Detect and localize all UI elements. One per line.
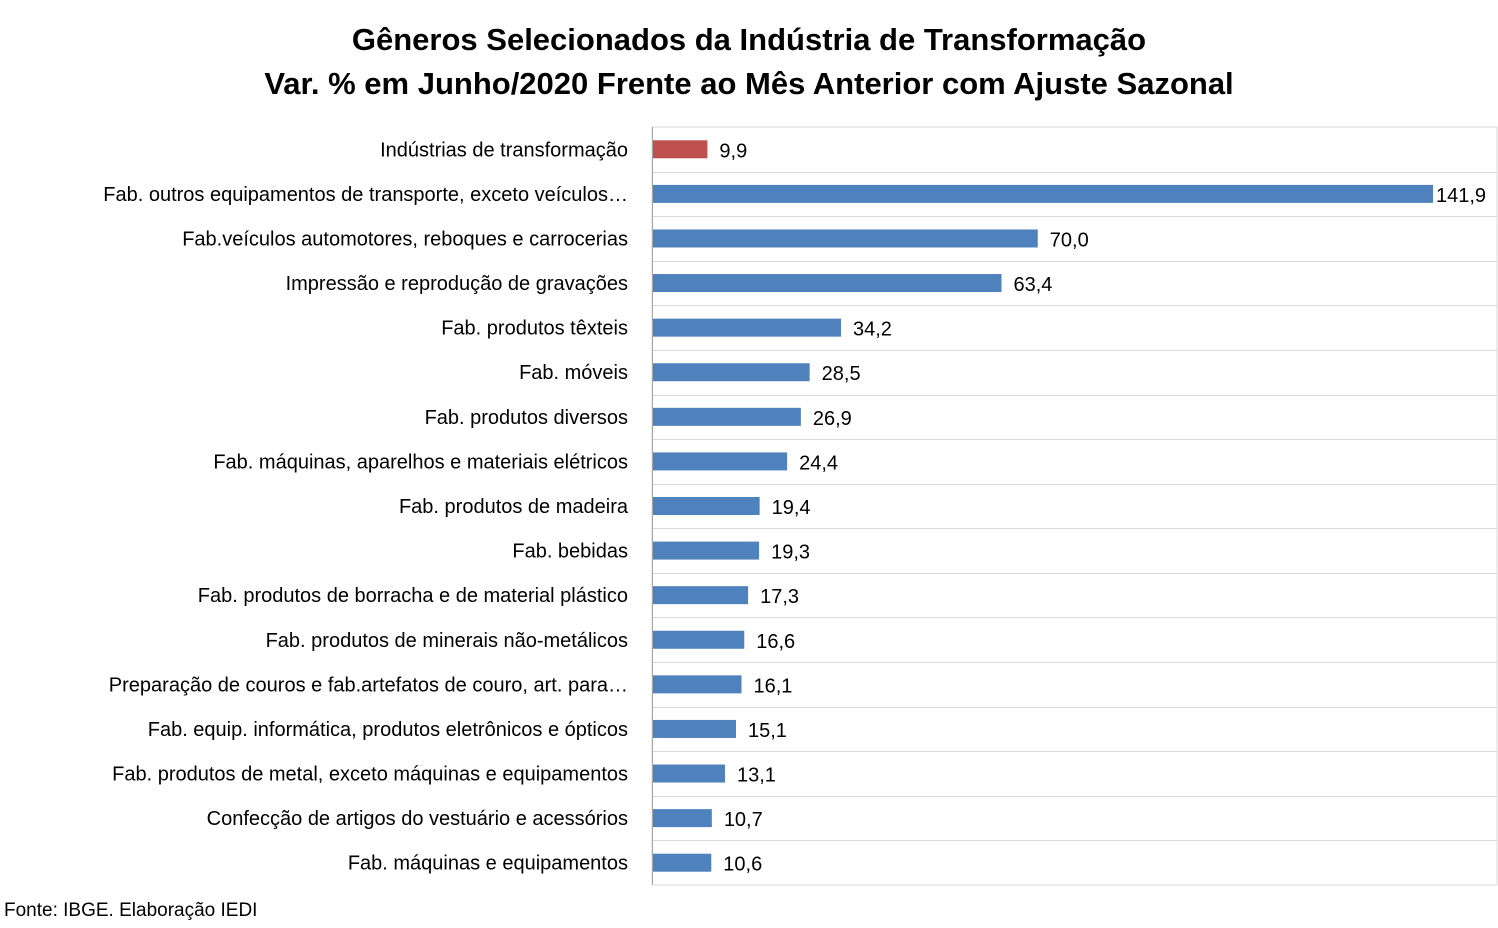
category-label: Fab.veículos automotores, reboques e car…	[182, 228, 628, 250]
data-label: 9,9	[719, 140, 747, 162]
data-label: 16,1	[753, 675, 792, 697]
data-label: 28,5	[822, 363, 861, 385]
category-label: Fab. produtos têxteis	[441, 318, 628, 340]
bar	[653, 586, 749, 605]
data-label: 13,1	[737, 765, 776, 787]
chart-title-line1: Gêneros Selecionados da Indústria de Tra…	[351, 22, 1147, 57]
category-label: Fab. máquinas e equipamentos	[348, 853, 628, 875]
category-label: Fab. equip. informática, produtos eletrô…	[148, 719, 628, 741]
category-label: Indústrias de transformação	[380, 139, 628, 161]
data-label: 63,4	[1013, 274, 1052, 296]
category-label: Fab. produtos de madeira	[399, 496, 629, 518]
data-label: 16,6	[756, 631, 795, 653]
data-label: 19,3	[771, 542, 810, 564]
category-label: Fab. outros equipamentos de transporte, …	[103, 184, 628, 206]
data-label: 34,2	[853, 319, 892, 341]
bar	[653, 274, 1002, 293]
bar	[653, 140, 708, 159]
source-note: Fonte: IBGE. Elaboração IEDI	[4, 900, 258, 921]
bar	[653, 407, 801, 426]
category-label: Fab. móveis	[519, 362, 628, 384]
bar	[653, 764, 726, 783]
category-label: Fab. produtos de borracha e de material …	[198, 585, 628, 607]
bar	[653, 809, 712, 828]
bar	[653, 630, 745, 649]
bar	[653, 541, 760, 560]
data-label: 19,4	[772, 497, 811, 519]
bar-chart: Indústrias de transformação 9,9 Fab. outro…	[103, 126, 1498, 886]
data-label: 70,0	[1050, 229, 1089, 251]
data-label: 17,3	[760, 586, 799, 608]
category-label: Confecção de artigos do vestuário e aces…	[207, 808, 628, 830]
category-label: Impressão e reprodução de gravações	[286, 273, 628, 295]
data-label: 141,9	[1436, 185, 1486, 207]
bar	[653, 497, 760, 515]
data-label: 15,1	[748, 720, 787, 742]
chart-title-line2: Var. % em Junho/2020 Frente ao Mês Anter…	[264, 66, 1234, 101]
bar	[653, 184, 1433, 203]
data-label: 10,6	[723, 854, 762, 876]
bar	[653, 229, 1038, 248]
bar	[653, 675, 742, 694]
category-label: Fab. produtos de minerais não-metálicos	[266, 630, 628, 652]
category-label: Fab. bebidas	[512, 541, 628, 563]
data-label: 10,7	[724, 809, 763, 831]
bar	[653, 363, 810, 382]
category-label: Fab. produtos diversos	[425, 407, 628, 429]
category-label: Fab. máquinas, aparelhos e materiais elé…	[213, 451, 628, 473]
chart-title: Gêneros Selecionados da Indústria de Tra…	[0, 18, 1498, 106]
bar	[653, 452, 788, 471]
data-label: 24,4	[799, 452, 838, 474]
category-label: Preparação de couros e fab.artefatos de …	[109, 674, 628, 696]
category-label: Fab. produtos de metal, exceto máquinas …	[112, 764, 628, 786]
bar	[653, 853, 712, 872]
bar	[653, 318, 841, 337]
bar	[653, 719, 737, 738]
data-label: 26,9	[813, 408, 852, 430]
